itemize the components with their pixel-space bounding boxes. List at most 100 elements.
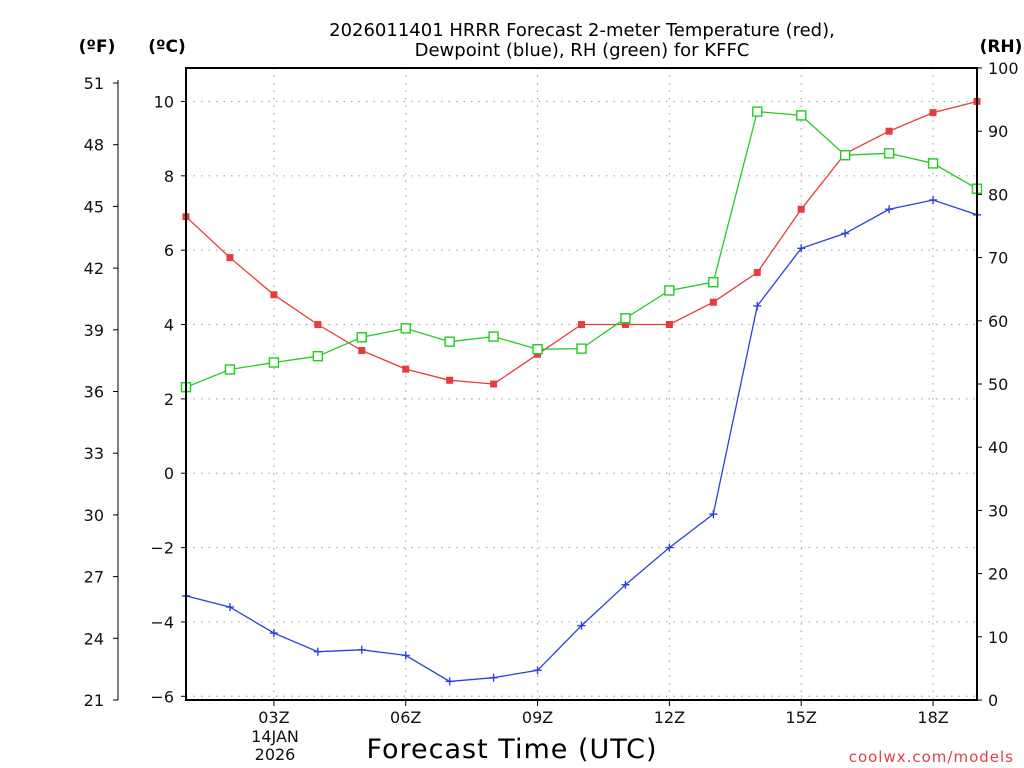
- 2-meter-temperature-point: [665, 321, 673, 329]
- rh-tick-label: 20: [988, 565, 1008, 584]
- dewpoint-point: [313, 647, 322, 656]
- 2-meter-temperature-point: [402, 365, 410, 373]
- fahrenheit-tick-label: 21: [84, 691, 104, 710]
- rh-point: [400, 323, 411, 334]
- rh-point: [576, 343, 587, 354]
- gridlines: [186, 68, 977, 700]
- celsius-axis: −6 −4 −2 0 2 4 6 8 10: [150, 92, 186, 706]
- dewpoint-point: [225, 603, 234, 612]
- fahrenheit-tick-label: 24: [84, 629, 104, 648]
- 2-meter-temperature-point: [314, 321, 322, 329]
- 2-meter-temperature-point: [929, 109, 937, 117]
- 2-meter-temperature-point: [578, 321, 585, 329]
- rh-tick-label: 40: [988, 438, 1008, 457]
- rh-point: [532, 344, 543, 355]
- x-tick-label: 12Z: [654, 708, 685, 727]
- dewpoint-point: [357, 645, 366, 654]
- rh-point: [620, 313, 631, 324]
- rh-tick-label: 0: [988, 691, 998, 710]
- rh-tick-label: 50: [988, 375, 1008, 394]
- dewpoint-line: [185, 199, 978, 683]
- 2-meter-temperature-point: [226, 254, 234, 262]
- rh-point: [664, 285, 675, 296]
- rh-point: [708, 277, 719, 288]
- celsius-tick-label: −4: [150, 613, 174, 632]
- series-layer: [180, 97, 983, 686]
- 2-meter-temperature-point: [797, 205, 805, 213]
- rh-tick-label: 70: [988, 249, 1008, 268]
- rh-tick-label: 10: [988, 628, 1008, 647]
- fahrenheit-tick-label: 27: [84, 568, 104, 587]
- dewpoint-point: [709, 510, 718, 519]
- x-tick-label: 15Z: [786, 708, 817, 727]
- fahrenheit-tick-label: 48: [84, 136, 104, 155]
- fahrenheit-axis: 21 24 27 30 33 36 39 42 45 48 51: [84, 74, 118, 710]
- x-tick-label: 09Z: [522, 708, 553, 727]
- dewpoint-point: [797, 244, 806, 253]
- rh-unit-label: (RH): [980, 37, 1023, 57]
- plot-area-frame: [185, 67, 978, 701]
- chart-title-line-2: Dewpoint (blue), RH (green) for KFFC: [415, 40, 750, 61]
- dewpoint-point: [445, 677, 454, 686]
- rh-point: [927, 158, 939, 169]
- dewpoint-point: [401, 651, 410, 660]
- fahrenheit-tick-label: 36: [84, 383, 104, 402]
- 2-meter-temperature-point: [709, 298, 717, 306]
- x-tick-label: 03Z: [258, 708, 289, 727]
- fahrenheit-tick-label: 51: [84, 74, 104, 93]
- rh-point: [268, 357, 280, 368]
- rh-point: [488, 331, 499, 342]
- 2-meter-temperature-point: [753, 268, 761, 276]
- dewpoint-point: [577, 621, 586, 630]
- dewpoint-point: [753, 301, 762, 310]
- fahrenheit-tick-label: 30: [84, 506, 104, 525]
- 2-meter-temperature-point: [621, 321, 629, 329]
- 2-meter-temperature-point: [446, 376, 454, 384]
- rh-tick-label: 30: [988, 501, 1008, 520]
- date-label-line-2: 2026: [255, 745, 296, 764]
- dewpoint-point: [621, 580, 630, 589]
- rh-tick-label: 90: [988, 122, 1008, 141]
- chart-title-line-1: 2026011401 HRRR Forecast 2-meter Tempera…: [329, 20, 835, 41]
- x-axis: 03Z 06Z 09Z 12Z 15Z 18Z: [258, 700, 949, 727]
- rh-point: [752, 106, 763, 117]
- 2-meter-temperature-point: [358, 347, 366, 355]
- celsius-tick-label: 4: [164, 316, 174, 335]
- 2-meter-temperature-point: [270, 291, 278, 299]
- x-axis-title: Forecast Time (UTC): [366, 734, 657, 765]
- dewpoint-point: [269, 629, 278, 638]
- rh-point: [883, 148, 895, 159]
- dewpoint-point: [929, 195, 938, 204]
- 2-meter-temperature-point: [490, 380, 498, 388]
- celsius-tick-label: 2: [164, 390, 174, 409]
- celsius-tick-label: 10: [154, 92, 174, 111]
- fahrenheit-tick-label: 33: [84, 444, 104, 463]
- rh-point: [356, 332, 367, 343]
- rh-point: [312, 350, 324, 362]
- rh-tick-label: 60: [988, 312, 1008, 331]
- fahrenheit-tick-label: 42: [84, 259, 104, 278]
- 2-meter-temperature-line: [185, 100, 978, 385]
- dewpoint-point: [841, 229, 850, 238]
- celsius-tick-label: 0: [164, 464, 174, 483]
- fahrenheit-tick-label: 45: [84, 197, 104, 216]
- dewpoint-point: [533, 666, 542, 675]
- rh-point: [224, 364, 236, 375]
- 2-meter-temperature-point: [885, 127, 893, 135]
- fahrenheit-unit-label: (ºF): [79, 37, 116, 57]
- dewpoint-point: [885, 205, 894, 214]
- fahrenheit-tick-label: 39: [84, 321, 104, 340]
- rh-tick-label: 100: [988, 59, 1019, 78]
- celsius-unit-label: (ºC): [148, 37, 186, 57]
- rh-tick-label: 80: [988, 185, 1008, 204]
- x-tick-label: 18Z: [917, 708, 948, 727]
- celsius-tick-label: 8: [164, 167, 174, 186]
- rh-point: [796, 110, 807, 121]
- dewpoint-point: [665, 543, 674, 552]
- credit-text: coolwx.com/models: [849, 748, 1014, 766]
- celsius-tick-label: 6: [164, 241, 174, 260]
- rh-axis: 0 10 20 30 40 50 60 70 80 90 100: [977, 59, 1019, 710]
- dewpoint-point: [489, 673, 498, 682]
- rh-point: [444, 336, 455, 347]
